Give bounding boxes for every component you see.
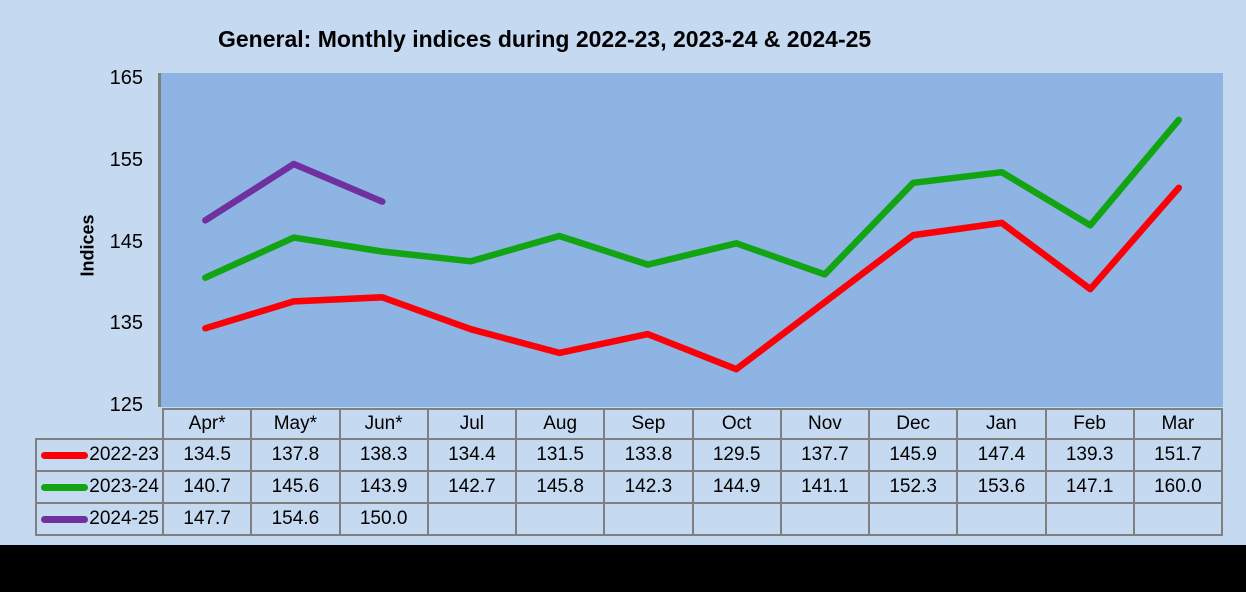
y-tick-label: 135 (109, 312, 143, 335)
month-header-cell: Sep (603, 408, 694, 440)
series-line-2022-23 (202, 184, 1183, 373)
month-header-cell: Oct (691, 408, 782, 440)
table-value-cell: 137.8 (250, 438, 341, 472)
table-value-cell (603, 502, 694, 536)
table-value-cell: 153.6 (956, 470, 1047, 504)
data-table: Apr* May* Jun* Jul Aug Sep Oct Nov Dec Jan Feb Mar 2… (35, 408, 1224, 536)
chart-background: General: Monthly indices during 2022-23,… (0, 0, 1246, 545)
month-header-cell: Jul (426, 408, 518, 440)
table-value-cell: 144.9 (691, 470, 782, 504)
legend-cell: 2024-25 (35, 502, 164, 536)
legend-cell: 2022-23 (35, 438, 164, 472)
chart-lines-svg (202, 116, 1183, 373)
table-value-cell: 145.8 (514, 470, 606, 504)
month-header-cell: Dec (867, 408, 959, 440)
legend-line-swatch-2023-24 (41, 483, 88, 491)
table-value-cell (779, 502, 871, 536)
series-line-2024-25 (202, 160, 386, 224)
month-header-cell: Jan (956, 408, 1047, 440)
table-value-cell (1044, 502, 1135, 536)
table-value-cell: 142.3 (603, 470, 694, 504)
series-line-2023-24 (202, 116, 1183, 281)
table-value-cell (1132, 502, 1224, 536)
table-value-cell (956, 502, 1047, 536)
legend-series-label: 2024-25 (89, 508, 159, 529)
month-header-cell: May* (250, 408, 341, 440)
y-tick-label: 165 (109, 67, 143, 89)
table-value-cell: 129.5 (691, 438, 782, 472)
table-value-cell: 137.7 (779, 438, 871, 472)
legend-line-swatch-2022-23 (41, 451, 88, 459)
legend-cell: 2023-24 (35, 470, 164, 504)
y-tick-label: 155 (109, 148, 143, 171)
table-value-cell: 147.7 (161, 502, 253, 536)
table-value-cell: 131.5 (514, 438, 606, 472)
chart-title: General: Monthly indices during 2022-23,… (218, 26, 872, 52)
table-value-cell: 133.8 (603, 438, 694, 472)
table-value-cell: 143.9 (338, 470, 429, 504)
table-value-cell: 152.3 (867, 470, 959, 504)
table-value-cell (426, 502, 518, 536)
table-value-cell: 134.5 (161, 438, 253, 472)
table-value-cell: 138.3 (338, 438, 429, 472)
month-header-cell: Nov (779, 408, 871, 440)
table-value-cell: 141.1 (779, 470, 871, 504)
table-value-cell: 150.0 (338, 502, 429, 536)
table-value-cell: 140.7 (161, 470, 253, 504)
y-tick-label: 125 (109, 394, 143, 416)
table-value-cell: 142.7 (426, 470, 518, 504)
table-value-cell: 139.3 (1044, 438, 1135, 472)
legend-series-label: 2022-23 (89, 444, 159, 465)
legend-line-swatch-2024-25 (41, 515, 88, 523)
table-value-cell: 154.6 (250, 502, 341, 536)
table-corner-spacer (36, 409, 163, 439)
table-value-cell: 147.1 (1044, 470, 1135, 504)
month-header-cell: Feb (1044, 408, 1135, 440)
table-value-cell: 151.7 (1132, 438, 1224, 472)
table-value-cell (691, 502, 782, 536)
month-header-cell: Apr* (161, 408, 253, 440)
month-header-cell: Jun* (338, 408, 429, 440)
table-value-cell: 145.9 (867, 438, 959, 472)
table-value-cell (867, 502, 959, 536)
table-value-cell: 134.4 (426, 438, 518, 472)
y-tick-label: 145 (109, 230, 143, 253)
legend-series-label: 2023-24 (89, 476, 159, 497)
month-header-cell: Aug (514, 408, 606, 440)
table-value-cell: 145.6 (250, 470, 341, 504)
table-value-cell: 147.4 (956, 438, 1047, 472)
table-value-cell: 160.0 (1132, 470, 1224, 504)
month-header-cell: Mar (1132, 408, 1224, 440)
table-value-cell (514, 502, 606, 536)
